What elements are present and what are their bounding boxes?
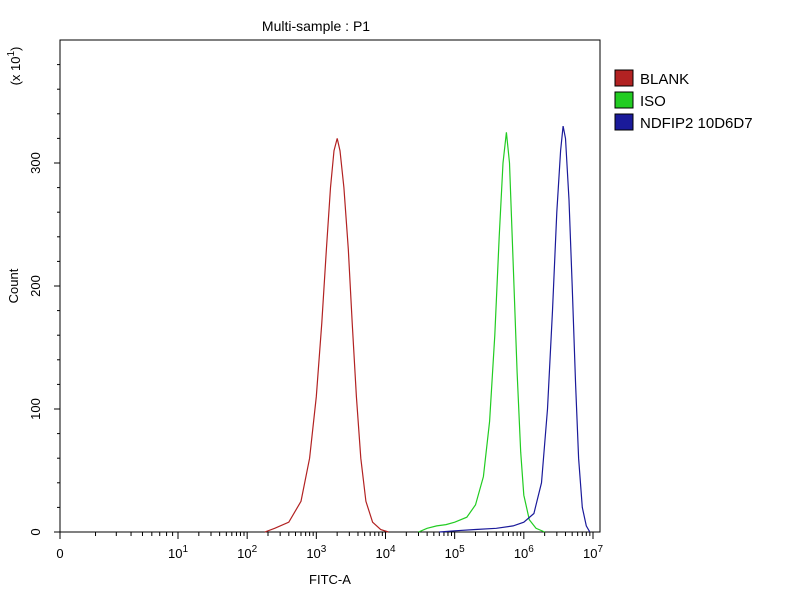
y-multiplier-base: (x 10 bbox=[8, 57, 23, 86]
x-tick-exponent: 3 bbox=[321, 544, 327, 555]
x-tick-label: 104 bbox=[375, 544, 395, 561]
x-axis: 0 101 102 103 104 105 106 107 bbox=[56, 532, 603, 561]
series-layer bbox=[264, 125, 591, 533]
x-tick-label: 102 bbox=[237, 544, 257, 561]
legend-label: BLANK bbox=[640, 71, 689, 88]
legend-label: NDFIP2 10D6D7 bbox=[640, 115, 753, 132]
y-multiplier-label: (x 101) bbox=[6, 47, 23, 86]
legend-swatch bbox=[614, 91, 634, 109]
x-tick-base: 10 bbox=[375, 546, 389, 561]
x-tick-label: 101 bbox=[168, 544, 188, 561]
x-tick-label: 0 bbox=[56, 546, 63, 561]
x-tick-base: 10 bbox=[306, 546, 320, 561]
y-tick-label: 200 bbox=[28, 275, 43, 297]
y-axis-title: Count bbox=[6, 268, 21, 303]
x-tick-base: 10 bbox=[445, 546, 459, 561]
x-tick-base: 10 bbox=[168, 546, 182, 561]
x-tick-base: 10 bbox=[583, 546, 597, 561]
y-multiplier-close: ) bbox=[8, 47, 23, 51]
plot-frame bbox=[59, 39, 601, 533]
legend-swatch bbox=[614, 69, 634, 87]
series-line-iso bbox=[418, 132, 545, 533]
y-tick-label-group: 200 bbox=[28, 275, 43, 297]
y-tick-label: 100 bbox=[28, 398, 43, 420]
y-tick-label: 300 bbox=[28, 152, 43, 174]
x-tick-exponent: 2 bbox=[252, 544, 258, 555]
x-tick-label: 103 bbox=[306, 544, 326, 561]
x-tick-exponent: 7 bbox=[597, 544, 603, 555]
y-axis: 0 100 200 300 bbox=[28, 64, 60, 536]
chart-title: Multi-sample : P1 bbox=[262, 18, 370, 34]
x-tick-exponent: 1 bbox=[182, 544, 188, 555]
x-tick-base: 10 bbox=[514, 546, 528, 561]
legend-swatch bbox=[614, 113, 634, 131]
y-tick-label-group: 300 bbox=[28, 152, 43, 174]
x-tick-base: 10 bbox=[237, 546, 251, 561]
x-tick-label: 105 bbox=[445, 544, 465, 561]
x-tick-exponent: 5 bbox=[459, 544, 465, 555]
x-tick-exponent: 4 bbox=[390, 544, 396, 555]
x-tick-exponent: 6 bbox=[528, 544, 534, 555]
x-tick-label: 106 bbox=[514, 544, 534, 561]
x-tick-label: 107 bbox=[583, 544, 603, 561]
legend: BLANK ISO NDFIP2 10D6D7 bbox=[614, 69, 753, 132]
y-axis-title-group: Count bbox=[6, 268, 21, 303]
x-axis-title: FITC-A bbox=[309, 572, 351, 587]
y-tick-label-group: 100 bbox=[28, 398, 43, 420]
series-line-blank bbox=[264, 138, 389, 533]
x-tick-base: 0 bbox=[56, 546, 63, 561]
series-line-ndfip2-10d6d7 bbox=[439, 125, 591, 533]
y-multiplier-exponent: 1 bbox=[6, 51, 17, 57]
legend-label: ISO bbox=[640, 93, 666, 110]
y-tick-label: 0 bbox=[28, 528, 43, 535]
y-tick-label-group: 0 bbox=[28, 528, 43, 535]
svg-text:(x 101): (x 101) bbox=[6, 47, 23, 86]
